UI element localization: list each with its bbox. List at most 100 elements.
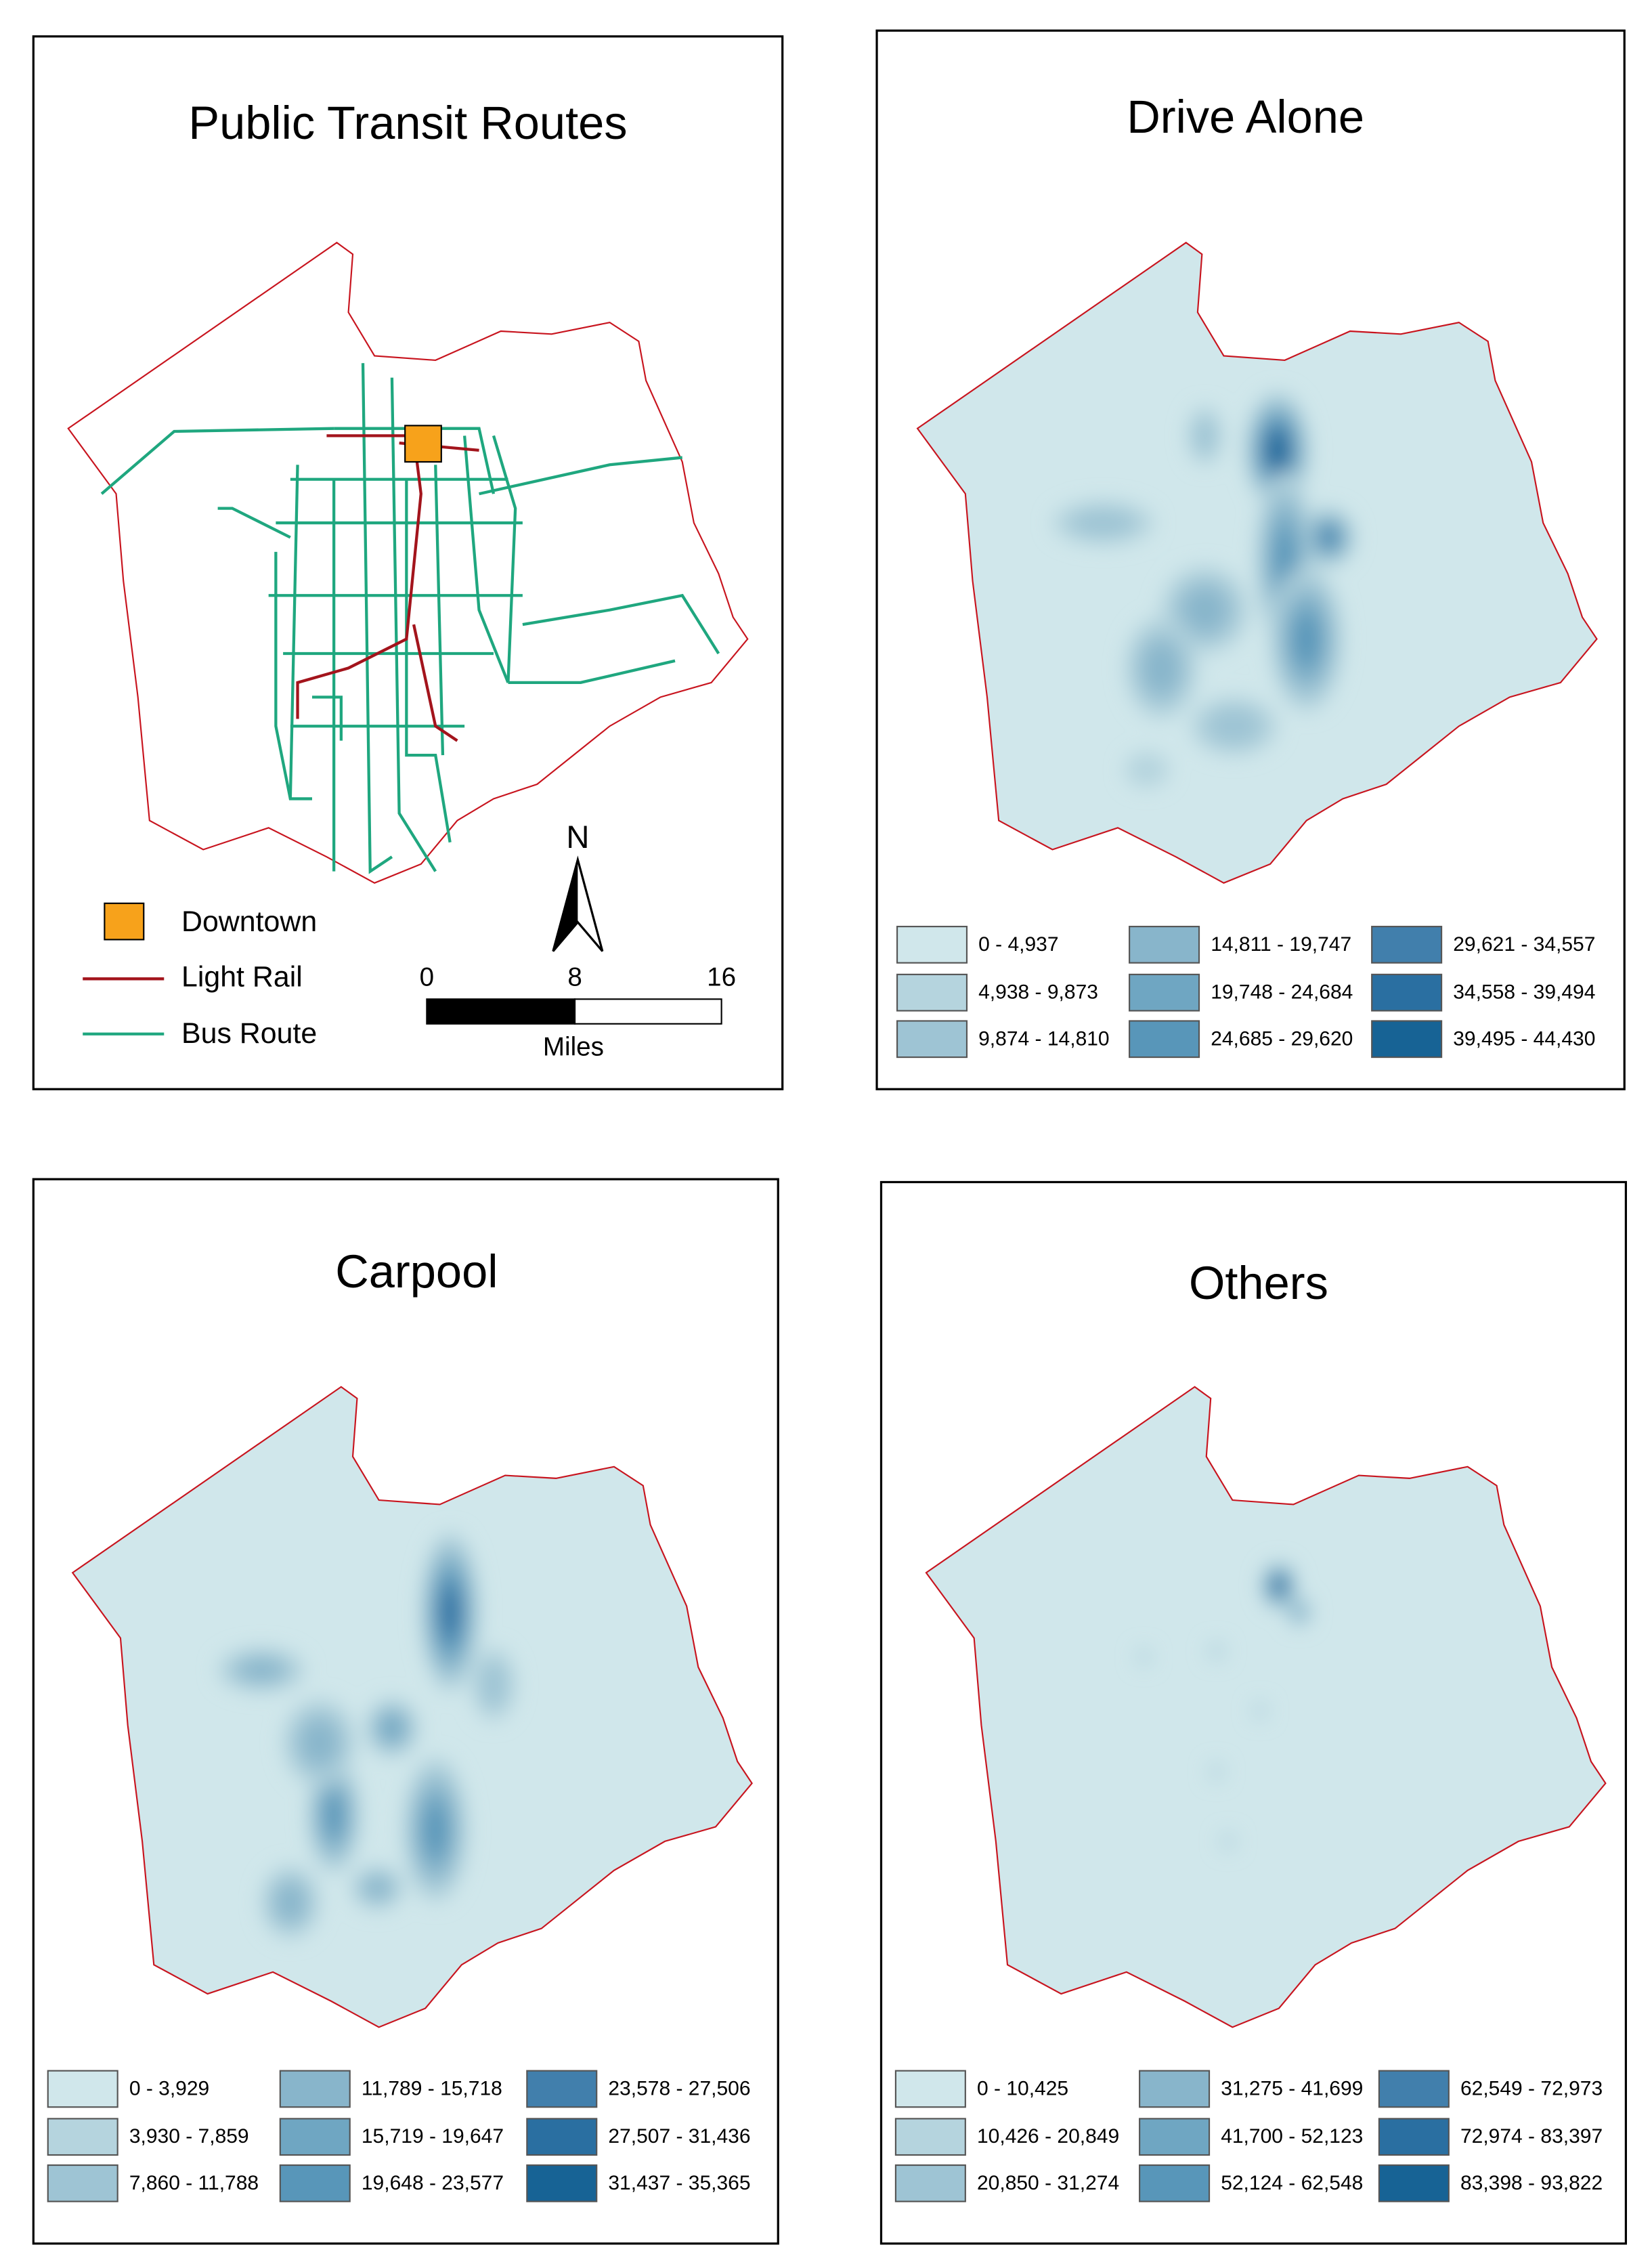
legend-label: 27,507 - 31,436 bbox=[608, 2125, 750, 2148]
density-blob bbox=[1295, 1606, 1304, 1618]
legend-label: 0 - 10,425 bbox=[977, 2077, 1068, 2099]
legend-label: 0 - 4,937 bbox=[978, 933, 1058, 956]
bus-route bbox=[462, 435, 510, 683]
bus-route bbox=[274, 551, 312, 800]
bus-route bbox=[434, 465, 445, 756]
legend-swatch bbox=[47, 2070, 118, 2108]
legend-label: 4,938 - 9,873 bbox=[978, 981, 1098, 1004]
density-blob bbox=[425, 1806, 446, 1854]
region bbox=[72, 1386, 753, 2028]
legend-swatch bbox=[1378, 2118, 1450, 2156]
density-blob bbox=[381, 1716, 403, 1740]
legend-swatch bbox=[1371, 926, 1443, 964]
density-blob bbox=[239, 1659, 284, 1681]
density-blob bbox=[276, 1884, 305, 1921]
density-blob bbox=[1253, 1702, 1267, 1720]
bus-route bbox=[361, 363, 393, 874]
density-blob bbox=[1143, 642, 1180, 693]
density-blob bbox=[1193, 416, 1217, 455]
bus-route bbox=[217, 507, 291, 539]
legend-label: 19,748 - 24,684 bbox=[1211, 981, 1353, 1004]
legend-swatch bbox=[1139, 2070, 1211, 2108]
legend-swatch bbox=[894, 2118, 966, 2156]
legend-label: Light Rail bbox=[181, 961, 303, 994]
downtown-marker bbox=[404, 425, 442, 463]
legend-swatch bbox=[47, 2118, 118, 2156]
density-blob bbox=[1209, 1763, 1224, 1780]
density-blob bbox=[1275, 1580, 1283, 1592]
legend-swatch bbox=[526, 2070, 598, 2108]
scale-bar bbox=[573, 998, 722, 1025]
bus-route bbox=[508, 659, 676, 685]
bus-route bbox=[492, 435, 517, 683]
density-blob bbox=[1136, 1648, 1152, 1666]
legend-swatch bbox=[279, 2164, 351, 2202]
density-layer bbox=[1052, 392, 1355, 788]
density-blob bbox=[364, 1877, 391, 1899]
density-blob bbox=[1275, 530, 1295, 589]
legend-label: 3,930 - 7,859 bbox=[129, 2125, 249, 2148]
legend-label: 14,811 - 19,747 bbox=[1211, 933, 1351, 956]
panel-title: Drive Alone bbox=[1127, 91, 1364, 143]
legend-swatch bbox=[896, 926, 968, 964]
bus-route bbox=[288, 465, 299, 799]
legend-swatch bbox=[279, 2118, 351, 2156]
density-blob bbox=[1221, 1833, 1236, 1850]
density-blob bbox=[479, 1660, 508, 1709]
legend-label: 24,685 - 29,620 bbox=[1211, 1027, 1353, 1050]
map-panel: Others 0 - 10,425 10,426 - 20,849 20,850 - … bbox=[879, 1180, 1628, 2245]
density-blob bbox=[1207, 1642, 1225, 1660]
map-panel: Public Transit Routes Downtown Light Rail B… bbox=[32, 35, 784, 1090]
legend-swatch bbox=[894, 2070, 966, 2108]
legend-swatch bbox=[896, 973, 968, 1012]
region bbox=[917, 242, 1598, 884]
legend-label: 31,275 - 41,699 bbox=[1221, 2077, 1363, 2099]
panel-title: Others bbox=[1189, 1257, 1328, 1309]
bus-routes bbox=[100, 363, 720, 874]
region bbox=[925, 1386, 1607, 2028]
legend-swatch bbox=[896, 1020, 968, 1059]
legend-label: 62,549 - 72,973 bbox=[1460, 2077, 1603, 2099]
legend-swatch bbox=[526, 2118, 598, 2156]
bus-route bbox=[100, 427, 334, 495]
scale-unit: Miles bbox=[543, 1032, 604, 1061]
density-blob bbox=[1204, 706, 1263, 746]
legend-label: 20,850 - 31,274 bbox=[977, 2172, 1119, 2194]
density-blob bbox=[442, 1592, 458, 1632]
legend-label: 0 - 3,929 bbox=[129, 2077, 209, 2099]
scale-label: 16 bbox=[707, 962, 736, 991]
legend-swatch bbox=[894, 2164, 966, 2202]
bus-route bbox=[334, 427, 496, 494]
legend-swatch bbox=[1378, 2070, 1450, 2108]
density-blob bbox=[1294, 614, 1319, 664]
density-blob bbox=[1069, 508, 1137, 538]
density-blob bbox=[1183, 588, 1227, 632]
legend-swatch bbox=[279, 2070, 351, 2108]
legend-swatch bbox=[104, 902, 145, 941]
legend-label: 34,558 - 39,494 bbox=[1453, 981, 1595, 1004]
legend-label: 10,426 - 20,849 bbox=[977, 2125, 1119, 2148]
panel-title: Carpool bbox=[335, 1245, 498, 1298]
legend-swatch bbox=[1139, 2164, 1211, 2202]
panel-title: Public Transit Routes bbox=[188, 97, 627, 149]
legend-label: 52,124 - 62,548 bbox=[1221, 2172, 1363, 2194]
legend-swatch bbox=[1371, 973, 1443, 1012]
scale-label: 0 bbox=[420, 962, 434, 991]
legend-label: 11,789 - 15,718 bbox=[362, 2077, 502, 2099]
density-layer bbox=[1136, 1562, 1311, 1850]
north-arrow-fill bbox=[552, 859, 578, 952]
density-layer bbox=[217, 1532, 516, 1939]
map-panel: Drive Alone 0 - 4,937 4,938 - 9,873 9,874 -… bbox=[875, 29, 1626, 1090]
legend-swatch bbox=[1139, 2118, 1211, 2156]
bus-route bbox=[522, 593, 720, 655]
legend-label: 23,578 - 27,506 bbox=[608, 2077, 750, 2099]
legend-swatch bbox=[526, 2164, 598, 2202]
legend-swatch bbox=[1129, 926, 1200, 964]
map-panel: Carpool 0 - 3,929 3,930 - 7,859 7,860 - 11,… bbox=[32, 1178, 779, 2245]
legend-label: Bus Route bbox=[181, 1017, 317, 1050]
density-blob bbox=[301, 1720, 338, 1765]
density-blob bbox=[1270, 437, 1285, 463]
legend-swatch bbox=[1129, 1020, 1200, 1059]
